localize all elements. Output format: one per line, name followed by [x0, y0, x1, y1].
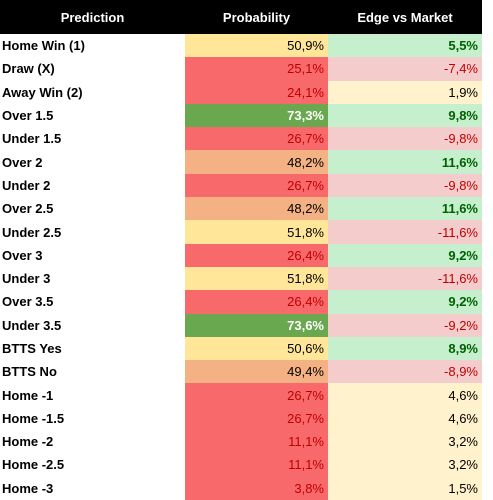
table-row: Over 3 26,4% 9,2% [0, 243, 482, 267]
table-row: Under 3 51,8% -11,6% [0, 266, 482, 291]
column-header: Edge vs Market [328, 0, 482, 34]
prediction-label: Under 2 [2, 177, 51, 193]
edge-cell: 11,6% [328, 197, 482, 221]
edge-cell: -7,4% [328, 57, 482, 81]
probability-cell: 11,1% [185, 453, 328, 477]
probability-cell: 51,8% [185, 220, 328, 244]
table-row: Home Win (1) 50,9% 5,5% [0, 34, 482, 58]
table-row: Home -2.5 11,1% 3,2% [0, 453, 482, 477]
edge-cell: 3,2% [328, 453, 482, 477]
probability-cell: 26,7% [185, 127, 328, 151]
edge-cell: -9,8% [328, 127, 482, 151]
table-row: Over 2 48,2% 11,6% [0, 150, 482, 174]
prediction-label: Under 1.5 [2, 131, 62, 147]
table-row: Over 2.5 48,2% 11,6% [0, 197, 482, 221]
prediction-label: Under 2.5 [2, 224, 62, 240]
edge-cell: 5,5% [328, 34, 482, 58]
table-row: Home -3 3,8% 1,5% [0, 476, 482, 500]
edge-cell: -9,8% [328, 173, 482, 198]
probability-cell: 48,2% [185, 150, 328, 174]
table-row: Under 1.5 26,7% -9,8% [0, 127, 482, 151]
header-row: Prediction Probability Edge vs Market [0, 0, 482, 34]
prediction-label: Under 3.5 [2, 317, 62, 333]
prediction-label: Home Win (1) [2, 38, 85, 54]
prediction-label: Home -1.5 [2, 410, 65, 426]
edge-cell: -11,6% [328, 266, 482, 291]
probability-cell: 49,4% [185, 360, 328, 384]
prediction-label: BTTS Yes [2, 341, 62, 356]
probability-cell: 48,2% [185, 197, 328, 221]
probability-cell: 50,6% [185, 336, 328, 361]
edge-cell: 9,8% [328, 103, 482, 128]
table-row: BTTS Yes 50,6% 8,9% [0, 336, 482, 361]
prediction-label: Over 1.5 [2, 108, 54, 124]
edge-cell: 3,2% [328, 430, 482, 454]
table-row: Home -1 26,7% 4,6% [0, 383, 482, 407]
edge-cell: -11,6% [328, 220, 482, 244]
table-row: Over 3.5 26,4% 9,2% [0, 290, 482, 314]
prediction-label: Draw (X) [2, 61, 55, 77]
table-row: Away Win (2) 24,1% 1,9% [0, 80, 482, 104]
column-header: Prediction [0, 0, 185, 34]
prediction-table: Prediction Probability Edge vs Market Home… [0, 0, 482, 500]
prediction-label: Home -1 [2, 387, 54, 403]
prediction-label: Home -2.5 [2, 457, 65, 473]
probability-cell: 11,1% [185, 430, 328, 454]
edge-cell: -9,2% [328, 313, 482, 337]
edge-cell: 4,6% [328, 406, 482, 431]
edge-cell: 9,2% [328, 290, 482, 314]
edge-cell: 1,5% [328, 476, 482, 500]
prediction-label: BTTS No [2, 364, 57, 380]
edge-cell: 9,2% [328, 243, 482, 267]
probability-cell: 50,9% [185, 34, 328, 58]
table-row: Under 3.5 73,6% -9,2% [0, 313, 482, 337]
edge-cell: 1,9% [328, 80, 482, 104]
probability-cell: 73,6% [185, 313, 328, 337]
probability-cell: 26,4% [185, 243, 328, 267]
edge-cell: 11,6% [328, 150, 482, 174]
table-row: Home -2 11,1% 3,2% [0, 430, 482, 454]
probability-cell: 26,7% [185, 406, 328, 431]
table-row: Home -1.5 26,7% 4,6% [0, 406, 482, 431]
prediction-label: Over 3.5 [2, 294, 54, 310]
edge-cell: 4,6% [328, 383, 482, 407]
table-body: Home Win (1) 50,9% 5,5% Draw (X) 25,1% -7,4% A… [0, 34, 482, 500]
probability-cell: 25,1% [185, 57, 328, 81]
probability-cell: 3,8% [185, 476, 328, 500]
prediction-label: Home -2 [2, 434, 54, 450]
table-row: Draw (X) 25,1% -7,4% [0, 57, 482, 81]
table-row: Over 1.5 73,3% 9,8% [0, 103, 482, 128]
prediction-label: Over 2.5 [2, 201, 54, 217]
table-row: Under 2.5 51,8% -11,6% [0, 220, 482, 244]
column-header: Probability [185, 0, 328, 34]
prediction-label: Over 3 [2, 247, 43, 263]
prediction-label: Under 3 [2, 271, 51, 287]
table-row: Under 2 26,7% -9,8% [0, 173, 482, 198]
probability-cell: 26,7% [185, 383, 328, 407]
probability-cell: 73,3% [185, 103, 328, 128]
edge-cell: -8,9% [328, 360, 482, 384]
probability-cell: 26,4% [185, 290, 328, 314]
probability-cell: 51,8% [185, 266, 328, 291]
table-head: Prediction Probability Edge vs Market [0, 0, 482, 34]
prediction-label: Home -3 [2, 480, 54, 496]
edge-cell: 8,9% [328, 336, 482, 361]
table-row: BTTS No 49,4% -8,9% [0, 360, 482, 384]
prediction-label: Away Win (2) [2, 84, 83, 100]
probability-cell: 24,1% [185, 80, 328, 104]
prediction-label: Over 2 [2, 154, 43, 170]
probability-cell: 26,7% [185, 173, 328, 198]
